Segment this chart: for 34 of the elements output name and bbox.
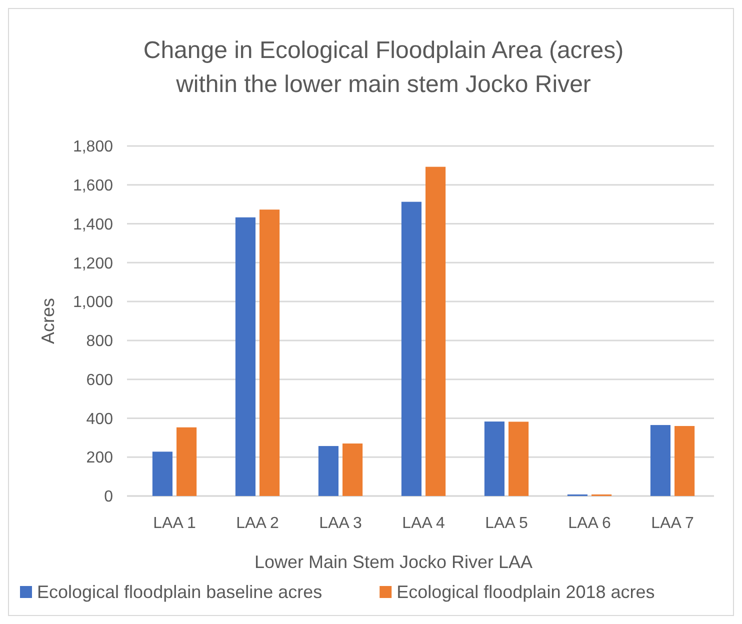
x-tick-label: LAA 5	[485, 515, 528, 532]
y-tick-label: 1,400	[72, 216, 114, 234]
x-tick-label: LAA 6	[568, 515, 611, 532]
y-tick-label: 1,800	[72, 138, 114, 156]
y-tick-label: 1,200	[72, 255, 114, 272]
bar	[484, 422, 504, 496]
x-tick-label: LAA 7	[651, 515, 694, 532]
y-tick-label: 600	[86, 372, 114, 389]
y-tick-label: 400	[86, 410, 114, 428]
y-axis-title: Acres	[38, 298, 58, 344]
chart-title: Change in Ecological Floodplain Area (acres) within the lower main stem Jocko River	[143, 37, 624, 98]
bar	[235, 217, 256, 496]
x-tick-label: LAA 2	[236, 515, 279, 532]
y-tick-label: 200	[86, 450, 114, 467]
bar	[401, 202, 422, 496]
x-axis-title: Lower Main Stem Jocko River LAA	[254, 552, 533, 572]
y-tick-label: 1,600	[72, 177, 114, 194]
bar	[508, 422, 529, 496]
y-tick-label: 1,000	[72, 294, 114, 312]
bar	[426, 166, 446, 496]
bar	[152, 452, 172, 496]
bar	[650, 425, 670, 496]
legend-label: Ecological floodplain baseline acres	[37, 582, 322, 602]
y-tick-label: 0	[104, 488, 114, 506]
bar	[674, 426, 695, 496]
x-tick-label: LAA 4	[402, 515, 445, 532]
x-tick-label: LAA 3	[319, 515, 362, 532]
bar	[318, 446, 338, 496]
bar	[342, 444, 363, 496]
bar	[260, 210, 280, 496]
y-tick-label: 800	[86, 333, 114, 350]
x-tick-label: LAA 1	[153, 515, 196, 532]
bar	[176, 427, 197, 496]
legend-label: Ecological floodplain 2018 acres	[396, 582, 655, 602]
